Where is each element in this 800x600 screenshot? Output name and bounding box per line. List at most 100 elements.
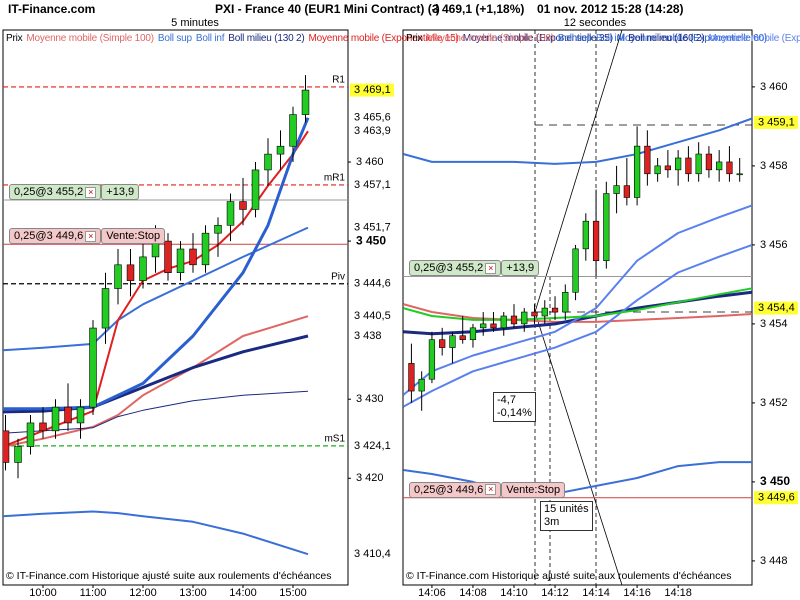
candle-body bbox=[126, 264, 135, 281]
candle-body bbox=[705, 153, 713, 171]
legend-item: Boll sup bbox=[157, 33, 192, 44]
candle-body bbox=[408, 363, 415, 392]
order-detail: Vente:Stop bbox=[101, 228, 166, 245]
annotation: -4,7 -0,14% bbox=[493, 392, 536, 422]
order-close[interactable]: × bbox=[85, 230, 97, 242]
subtitle: 5 minutes bbox=[171, 17, 219, 29]
candle-body bbox=[500, 315, 507, 329]
candle-body bbox=[459, 335, 466, 340]
price-label-box bbox=[350, 309, 394, 323]
y-tick-label: 3 454 bbox=[760, 318, 788, 330]
x-tick-label: 14:00 bbox=[229, 587, 257, 599]
price-label: 3 444,6 bbox=[354, 278, 391, 290]
x-tick-label: 11:00 bbox=[80, 587, 107, 599]
candle-body bbox=[114, 264, 122, 289]
price-label-box bbox=[350, 547, 394, 561]
price-label: 3 454,4 bbox=[758, 302, 795, 314]
annotation: 15 unités 3m bbox=[540, 501, 593, 531]
annotation-line: -0,14% bbox=[497, 407, 532, 419]
candle-body bbox=[139, 256, 147, 281]
candle-body bbox=[39, 422, 47, 432]
candle-body bbox=[89, 327, 97, 408]
candle-body bbox=[101, 288, 110, 329]
order-widget: 0,25@3 455,2 × +13,9 bbox=[409, 259, 540, 277]
order-box: 0,25@3 455,2 × bbox=[9, 183, 102, 200]
order-box: 0,25@3 455,2 × bbox=[409, 260, 502, 277]
order-box: 0,25@3 449,6 × bbox=[9, 228, 102, 245]
x-tick-label: 14:12 bbox=[541, 587, 569, 599]
candle-body bbox=[3, 430, 10, 463]
legend-item: Prix bbox=[406, 33, 423, 44]
price-label: 3 449,6 bbox=[758, 492, 795, 504]
instrument: PXI - France 40 (EUR1 Mini Contract) (-) bbox=[215, 2, 440, 16]
order-widget: 0,25@3 449,6 × Vente:Stop bbox=[9, 227, 166, 245]
candle-body bbox=[510, 315, 518, 325]
level-label: Piv bbox=[331, 271, 345, 282]
price-label: 3 465,6 bbox=[354, 112, 391, 124]
candle-body bbox=[51, 406, 60, 432]
legend-item: Boll sup bbox=[557, 33, 592, 44]
candle-body bbox=[76, 406, 85, 424]
candle-body bbox=[644, 145, 651, 175]
candle-body bbox=[592, 220, 600, 261]
annotation-line: -4,7 bbox=[497, 394, 516, 406]
y-tick-label: 3 450 bbox=[760, 474, 790, 488]
indicator-line bbox=[3, 226, 309, 352]
order-close[interactable]: × bbox=[85, 186, 97, 198]
datetime: 01 nov. 2012 15:28 (14:28) bbox=[537, 2, 684, 16]
order-detail: Vente:Stop bbox=[501, 481, 566, 498]
order-label: 0,25@3 449,6 bbox=[414, 483, 484, 496]
footer: © IT-Finance.com Historique ajusté suite… bbox=[406, 570, 732, 582]
candle-body bbox=[469, 327, 477, 340]
candle-body bbox=[736, 173, 743, 176]
legend-item: Boll milieu (160 2) bbox=[628, 33, 705, 44]
indicator-line bbox=[403, 287, 752, 321]
x-tick-label: 12:00 bbox=[129, 587, 157, 599]
candle-body bbox=[654, 165, 661, 175]
candle-body bbox=[562, 291, 569, 313]
candle-body bbox=[264, 153, 272, 171]
candle-body bbox=[716, 161, 723, 171]
candle-body bbox=[201, 232, 210, 266]
y-tick-label: 3 448 bbox=[760, 555, 788, 567]
plot-layer bbox=[3, 75, 348, 556]
y-tick-label: 3 456 bbox=[760, 239, 788, 251]
candle-body bbox=[64, 406, 72, 424]
x-tick-label: 15:00 bbox=[279, 587, 307, 599]
x-tick-label: 14:08 bbox=[459, 587, 487, 599]
candle-body bbox=[675, 157, 682, 171]
level-label: mR1 bbox=[324, 173, 346, 184]
level-label: mS1 bbox=[324, 433, 345, 444]
candle-body bbox=[531, 311, 538, 317]
price-label: 3 438 bbox=[354, 330, 382, 342]
candle-body bbox=[664, 165, 672, 171]
candle-body bbox=[214, 224, 222, 234]
price-label: 3 424,1 bbox=[354, 440, 391, 452]
legend-item: Moyenne mobile (Simple 100) bbox=[26, 33, 154, 44]
candle-body bbox=[26, 422, 35, 447]
candle-body bbox=[239, 201, 247, 210]
candle-body bbox=[449, 335, 456, 348]
order-label: 0,25@3 455,2 bbox=[414, 262, 484, 275]
candle-body bbox=[633, 145, 641, 198]
x-tick-label: 13:00 bbox=[179, 587, 207, 599]
candle-body bbox=[603, 193, 610, 261]
price-label: 3 440,5 bbox=[354, 310, 391, 322]
price-label: 3 451,7 bbox=[354, 222, 391, 234]
order-close[interactable]: × bbox=[485, 263, 497, 275]
candle-body bbox=[490, 323, 497, 329]
x-tick-label: 14:14 bbox=[582, 587, 610, 599]
x-tick-label: 10:00 bbox=[29, 587, 57, 599]
indicator-line bbox=[403, 303, 752, 323]
candle-body bbox=[14, 446, 22, 463]
candle-body bbox=[726, 161, 733, 175]
order-close[interactable]: × bbox=[485, 484, 497, 496]
price-label-box bbox=[350, 83, 394, 97]
y-tick-label: 3 458 bbox=[760, 160, 788, 172]
price-label: 3 469,1 bbox=[354, 84, 391, 96]
price-label-box bbox=[754, 491, 798, 505]
indicator-line bbox=[3, 315, 309, 448]
candle-body bbox=[439, 339, 446, 348]
y-tick-label: 3 460 bbox=[356, 156, 384, 168]
